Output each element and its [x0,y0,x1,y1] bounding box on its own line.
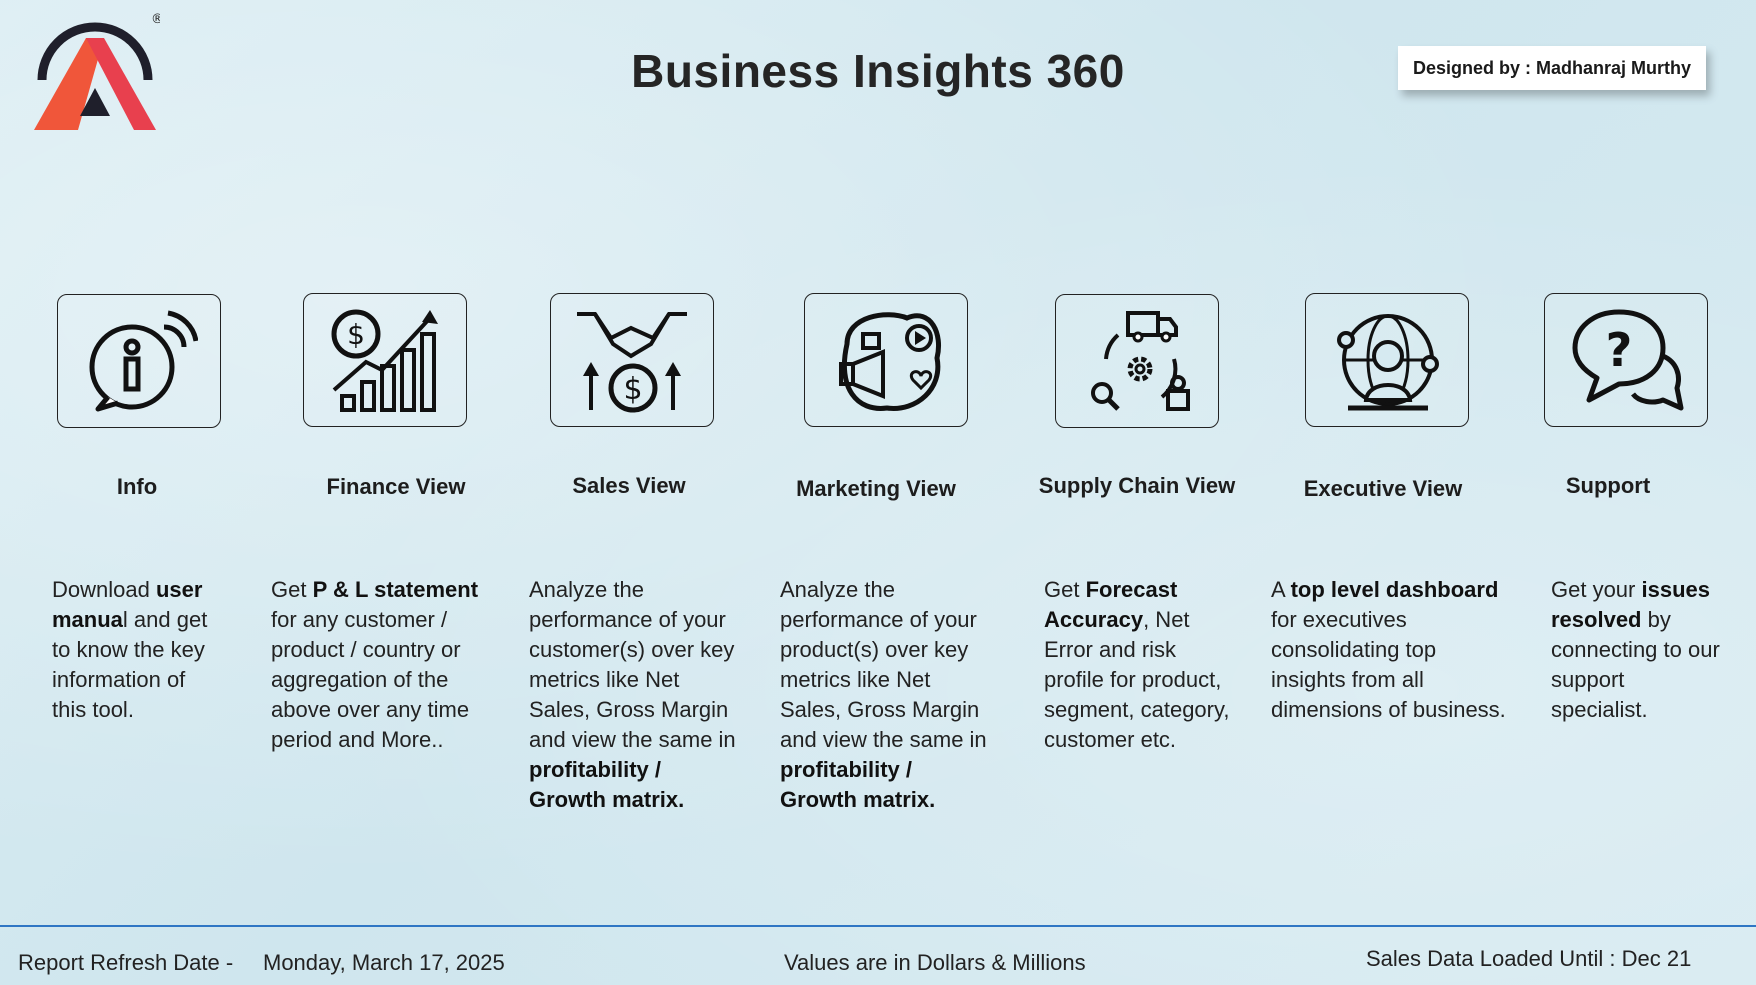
nav-label-sales-view[interactable]: Sales View [572,473,686,498]
company-logo: ® [30,8,164,132]
description-text-run: Download [52,577,156,602]
description-text-run: user manua [52,577,203,632]
description-text-run: for any customer / product / country or … [271,607,470,752]
marketing-view-card[interactable] [804,293,968,427]
sales-description: Analyze the performance of your customer… [529,575,737,815]
description-text-run: profitability / Growth matrix. [529,757,685,812]
finance-view-card[interactable]: $ [303,293,467,427]
info-card[interactable] [57,294,221,428]
info-icon [89,310,198,412]
nav-label-marketing-view[interactable]: Marketing View [796,476,956,501]
executive-globe-icon [1337,314,1439,411]
sales-loaded-until: Sales Data Loaded Until : Dec 21 [1366,946,1692,971]
description-text-run: , Net Error and risk profile for product… [1044,607,1230,752]
megaphone-icon [839,312,941,411]
support-chat-icon: ? [1572,309,1684,411]
description-text-run: profitability / Growth matrix. [780,757,936,812]
description-text-run: by connecting to our support specialist. [1551,607,1720,722]
finance-description: Get P & L statement for any customer / p… [271,575,491,755]
description-text-run: for executives consolidating top insight… [1271,607,1506,722]
finance-chart-icon: $ [331,309,438,412]
description-text-run: Get [1044,577,1086,602]
registered-mark: ® [151,12,160,27]
refresh-date-value: Monday, March 17, 2025 [263,950,505,975]
supply-chain-description: Get Forecast Accuracy, Net Error and ris… [1044,575,1236,755]
supply-chain-view-card[interactable] [1055,294,1219,428]
sales-view-card[interactable]: $ [550,293,714,427]
marketing-description: Analyze the performance of your product(… [780,575,992,815]
svg-text:?: ? [1606,323,1633,377]
description-text-run: Forecast Accuracy [1044,577,1178,632]
supply-chain-icon [1091,311,1190,411]
description-text-run: issues resolved [1551,577,1710,632]
description-text-run: l and get to know the key information of… [52,607,208,722]
executive-view-card[interactable] [1305,293,1469,427]
description-text-run: P & L statement [312,577,479,602]
page-title: Business Insights 360 [631,45,1125,97]
description-text-run: A [1271,577,1291,602]
footer-divider [0,925,1756,927]
nav-label-info[interactable]: Info [116,474,158,499]
refresh-date-label: Report Refresh Date - [18,950,234,975]
description-text-run: Get your [1551,577,1642,602]
description-text-run: Analyze the performance of your customer… [529,577,736,752]
nav-label-finance-view[interactable]: Finance View [326,474,466,499]
info-description: Download user manual and get to know the… [52,575,212,725]
svg-text:$: $ [347,318,365,351]
units-note: Values are in Dollars & Millions [784,950,1086,975]
description-text-run: Get [271,577,313,602]
handshake-dollar-icon: $ [577,312,687,413]
designer-badge: Designed by : Madhanraj Murthy [1398,46,1706,90]
nav-label-executive-view[interactable]: Executive View [1303,476,1463,501]
support-description: Get your issues resolved by connecting t… [1551,575,1721,725]
description-text-run: top level dashboard [1290,577,1499,602]
support-card[interactable]: ? [1544,293,1708,427]
executive-description: A top level dashboard for executives con… [1271,575,1507,725]
description-text-run: Analyze the performance of your product(… [780,577,987,752]
svg-text:$: $ [623,372,642,407]
nav-label-support[interactable]: Support [1565,473,1651,498]
nav-label-supply-chain-view[interactable]: Supply Chain View [1038,473,1236,498]
